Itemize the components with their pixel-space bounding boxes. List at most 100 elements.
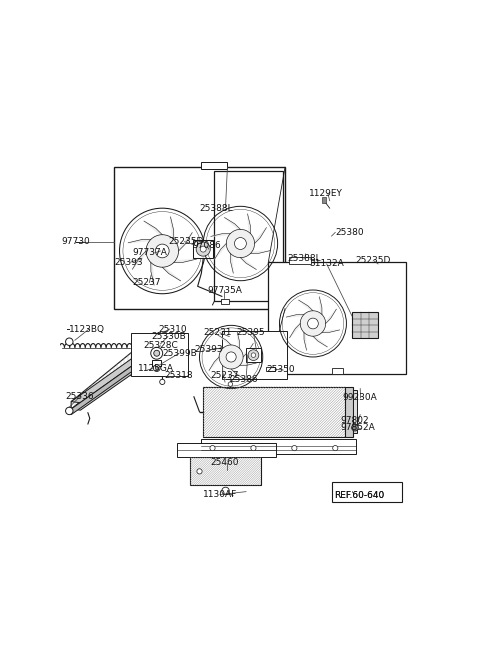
Polygon shape: [319, 297, 322, 314]
Circle shape: [333, 445, 338, 451]
Polygon shape: [299, 300, 313, 311]
Polygon shape: [128, 239, 151, 243]
Polygon shape: [313, 336, 327, 347]
Text: 97802: 97802: [341, 416, 370, 424]
Text: 25328C: 25328C: [144, 341, 179, 351]
Bar: [202, 439, 356, 453]
Polygon shape: [162, 267, 180, 281]
Circle shape: [160, 380, 165, 384]
Polygon shape: [170, 217, 174, 239]
Circle shape: [196, 242, 210, 256]
Circle shape: [66, 407, 73, 415]
Text: 25386: 25386: [229, 375, 258, 384]
Text: 25310: 25310: [158, 325, 187, 333]
Bar: [332, 368, 343, 374]
Circle shape: [66, 338, 73, 345]
Polygon shape: [286, 314, 304, 317]
Text: 25395: 25395: [237, 328, 265, 337]
Polygon shape: [211, 233, 230, 237]
Bar: [221, 299, 229, 304]
Polygon shape: [132, 251, 146, 270]
Text: 25318: 25318: [164, 371, 193, 380]
Circle shape: [226, 229, 254, 258]
Bar: [131, 333, 188, 376]
Circle shape: [146, 235, 179, 267]
Bar: [246, 348, 261, 362]
Text: 1129EY: 1129EY: [309, 188, 343, 198]
Polygon shape: [217, 335, 231, 345]
Polygon shape: [231, 368, 245, 379]
Circle shape: [155, 366, 158, 370]
Polygon shape: [304, 333, 307, 350]
Text: 25388L: 25388L: [200, 204, 233, 213]
Circle shape: [234, 237, 246, 250]
Bar: [203, 387, 345, 437]
Polygon shape: [248, 214, 251, 233]
Text: 25235D: 25235D: [168, 237, 203, 246]
Text: 25330B: 25330B: [151, 332, 186, 341]
Circle shape: [154, 351, 160, 357]
Text: 31132A: 31132A: [309, 260, 344, 268]
Circle shape: [352, 424, 359, 431]
Bar: [322, 196, 326, 202]
Polygon shape: [174, 259, 196, 262]
Text: 97737A: 97737A: [132, 248, 168, 257]
Text: 1125GA: 1125GA: [138, 364, 174, 372]
Polygon shape: [289, 324, 300, 338]
Polygon shape: [322, 330, 340, 333]
Bar: [215, 171, 283, 301]
Polygon shape: [223, 366, 225, 382]
Bar: [266, 366, 275, 372]
Text: 97852A: 97852A: [341, 423, 376, 432]
Circle shape: [308, 318, 318, 329]
Polygon shape: [209, 357, 219, 370]
Circle shape: [210, 445, 215, 451]
Circle shape: [219, 345, 243, 369]
Text: 97735A: 97735A: [207, 285, 242, 295]
Bar: [190, 457, 261, 485]
Text: 25388L: 25388L: [287, 254, 321, 263]
Bar: [114, 167, 285, 308]
Text: 97730: 97730: [62, 237, 91, 246]
Circle shape: [228, 382, 233, 386]
Circle shape: [251, 445, 256, 451]
Bar: [332, 482, 402, 502]
Text: 25237: 25237: [211, 371, 239, 380]
Polygon shape: [251, 250, 270, 254]
Text: 25399B: 25399B: [162, 349, 197, 358]
Bar: [289, 257, 311, 264]
Circle shape: [292, 445, 297, 451]
Text: REF.60-640: REF.60-640: [334, 491, 384, 500]
Polygon shape: [206, 349, 223, 351]
Text: 25237: 25237: [132, 278, 161, 287]
Text: 1123BQ: 1123BQ: [69, 325, 105, 333]
Polygon shape: [254, 227, 266, 244]
Polygon shape: [151, 262, 154, 285]
Polygon shape: [144, 221, 162, 235]
Text: 25393: 25393: [194, 345, 223, 354]
Bar: [353, 390, 357, 433]
Circle shape: [151, 347, 163, 359]
Polygon shape: [142, 351, 151, 360]
Polygon shape: [240, 363, 256, 366]
Bar: [345, 387, 353, 437]
Bar: [268, 262, 406, 374]
Bar: [193, 240, 214, 258]
Bar: [352, 312, 378, 338]
Text: 25231: 25231: [203, 328, 232, 337]
Polygon shape: [177, 443, 276, 457]
Polygon shape: [225, 217, 240, 230]
Bar: [202, 161, 228, 169]
Text: 25393: 25393: [114, 258, 143, 267]
Circle shape: [222, 487, 229, 495]
Text: 99230A: 99230A: [343, 393, 377, 403]
Circle shape: [154, 365, 160, 372]
Text: 97086: 97086: [192, 241, 221, 250]
Polygon shape: [243, 343, 253, 357]
Polygon shape: [71, 359, 142, 415]
Circle shape: [300, 311, 326, 336]
Text: 25235D: 25235D: [356, 256, 391, 265]
Polygon shape: [178, 233, 192, 251]
Polygon shape: [71, 344, 142, 409]
Polygon shape: [230, 254, 233, 273]
